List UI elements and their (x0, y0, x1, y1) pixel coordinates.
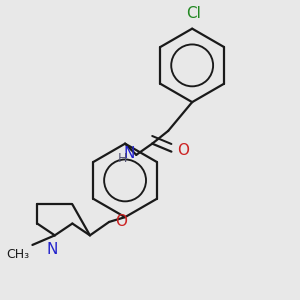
Text: H: H (118, 152, 127, 164)
Text: O: O (115, 214, 127, 230)
Text: N: N (46, 242, 58, 257)
Text: O: O (177, 142, 189, 158)
Text: CH₃: CH₃ (6, 248, 29, 261)
Text: N: N (123, 146, 135, 161)
Text: Cl: Cl (186, 6, 201, 21)
